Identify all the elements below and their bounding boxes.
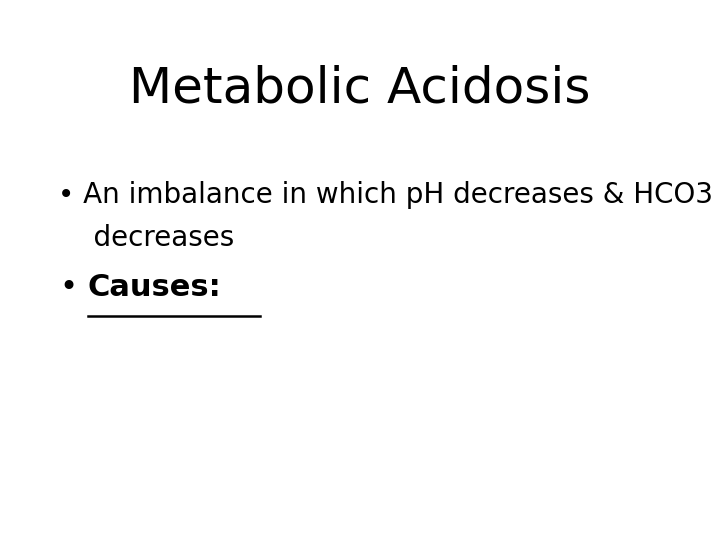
Text: •: • [59, 273, 77, 302]
Text: Metabolic Acidosis: Metabolic Acidosis [130, 65, 590, 113]
Text: decreases: decreases [58, 224, 234, 252]
Text: Causes:: Causes: [88, 273, 222, 302]
Text: • An imbalance in which pH decreases & HCO3: • An imbalance in which pH decreases & H… [58, 181, 713, 209]
